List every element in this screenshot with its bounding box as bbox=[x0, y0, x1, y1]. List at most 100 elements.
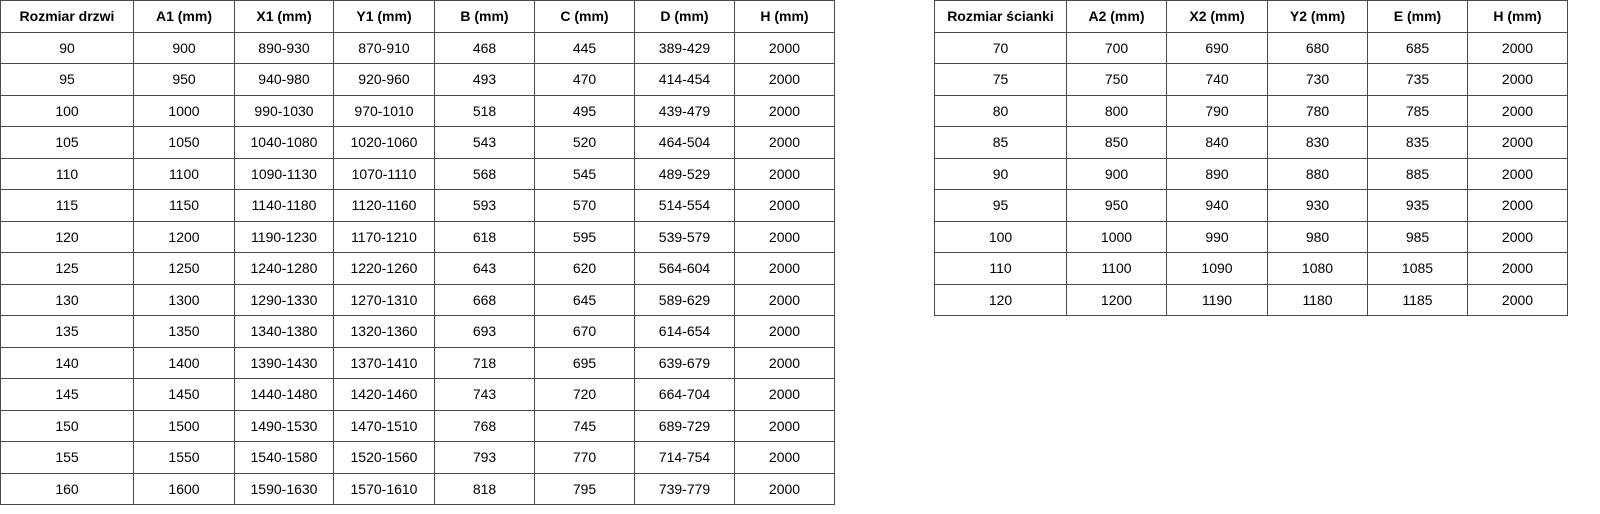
table-cell: 1250 bbox=[133, 252, 235, 285]
table-cell: 2000 bbox=[1467, 283, 1568, 316]
table-cell: 950 bbox=[133, 63, 235, 96]
door-size-table: Rozmiar drzwi A1 (mm) X1 (mm) Y1 (mm) B (mm)… bbox=[0, 0, 835, 505]
table-row: 90 900 890 880 885 2000 bbox=[934, 157, 1568, 190]
table-cell: 105 bbox=[0, 126, 134, 159]
table-cell: 1600 bbox=[133, 472, 235, 505]
table-cell: 689-729 bbox=[634, 409, 735, 442]
table-row: 95 950 940-980 920-960 493 470 414-454 2000 bbox=[0, 63, 835, 96]
table-cell: 643 bbox=[434, 252, 535, 285]
table-cell: 2000 bbox=[734, 409, 835, 442]
table-cell: 1520-1560 bbox=[333, 441, 435, 474]
table-cell: 120 bbox=[0, 220, 134, 253]
table-cell: 1050 bbox=[133, 126, 235, 159]
table-cell: 543 bbox=[434, 126, 535, 159]
column-header: H (mm) bbox=[1467, 0, 1568, 33]
table-row: 75 750 740 730 735 2000 bbox=[934, 63, 1568, 96]
table-cell: 1450 bbox=[133, 378, 235, 411]
table-cell: 1470-1510 bbox=[333, 409, 435, 442]
table-cell: 840 bbox=[1166, 126, 1268, 159]
table-cell: 930 bbox=[1267, 189, 1368, 222]
table-cell: 890 bbox=[1166, 157, 1268, 190]
table-cell: 1190 bbox=[1166, 283, 1268, 316]
table-cell: 70 bbox=[934, 31, 1067, 64]
table-cell: 690 bbox=[1166, 31, 1268, 64]
table-cell: 880 bbox=[1267, 157, 1368, 190]
table-cell: 1590-1630 bbox=[234, 472, 334, 505]
table-cell: 445 bbox=[534, 31, 635, 64]
table-cell: 990-1030 bbox=[234, 94, 334, 127]
table-cell: 85 bbox=[934, 126, 1067, 159]
table-row: 80 800 790 780 785 2000 bbox=[934, 94, 1568, 127]
table-cell: 140 bbox=[0, 346, 134, 379]
table-row: 120 1200 1190-1230 1170-1210 618 595 539-579 20… bbox=[0, 220, 835, 253]
table-cell: 685 bbox=[1367, 31, 1468, 64]
table-cell: 1085 bbox=[1367, 252, 1468, 285]
table-cell: 595 bbox=[534, 220, 635, 253]
table-cell: 639-679 bbox=[634, 346, 735, 379]
table-cell: 1490-1530 bbox=[234, 409, 334, 442]
table-cell: 800 bbox=[1066, 94, 1167, 127]
column-header: A1 (mm) bbox=[133, 0, 235, 33]
table-cell: 900 bbox=[133, 31, 235, 64]
table-cell: 1120-1160 bbox=[333, 189, 435, 222]
table-cell: 614-654 bbox=[634, 315, 735, 348]
table-cell: 664-704 bbox=[634, 378, 735, 411]
table-cell: 2000 bbox=[734, 31, 835, 64]
table-cell: 793 bbox=[434, 441, 535, 474]
table-cell: 2000 bbox=[734, 94, 835, 127]
table-row: 125 1250 1240-1280 1220-1260 643 620 564-604 20… bbox=[0, 252, 835, 285]
table-cell: 1370-1410 bbox=[333, 346, 435, 379]
table-cell: 570 bbox=[534, 189, 635, 222]
table-cell: 2000 bbox=[734, 472, 835, 505]
column-header: E (mm) bbox=[1367, 0, 1468, 33]
table-cell: 2000 bbox=[1467, 189, 1568, 222]
table-cell: 2000 bbox=[734, 441, 835, 474]
table-cell: 1500 bbox=[133, 409, 235, 442]
table-row: 105 1050 1040-1080 1020-1060 543 520 464-504 20… bbox=[0, 126, 835, 159]
table-cell: 970-1010 bbox=[333, 94, 435, 127]
header-row: Rozmiar drzwi A1 (mm) X1 (mm) Y1 (mm) B (mm)… bbox=[0, 0, 835, 33]
table-cell: 1000 bbox=[133, 94, 235, 127]
table-row: 130 1300 1290-1330 1270-1310 668 645 589-629 20… bbox=[0, 283, 835, 316]
table-cell: 2000 bbox=[734, 283, 835, 316]
column-header: A2 (mm) bbox=[1066, 0, 1167, 33]
table-cell: 720 bbox=[534, 378, 635, 411]
table-cell: 714-754 bbox=[634, 441, 735, 474]
table-row: 150 1500 1490-1530 1470-1510 768 745 689-729 20… bbox=[0, 409, 835, 442]
table-cell: 1400 bbox=[133, 346, 235, 379]
column-header: C (mm) bbox=[534, 0, 635, 33]
table-cell: 620 bbox=[534, 252, 635, 285]
column-header: B (mm) bbox=[434, 0, 535, 33]
column-header: Y2 (mm) bbox=[1267, 0, 1368, 33]
table-cell: 489-529 bbox=[634, 157, 735, 190]
table-cell: 130 bbox=[0, 283, 134, 316]
table-cell: 940 bbox=[1166, 189, 1268, 222]
table-row: 100 1000 990-1030 970-1010 518 495 439-479 2000 bbox=[0, 94, 835, 127]
table-cell: 2000 bbox=[734, 220, 835, 253]
table-cell: 1200 bbox=[1066, 283, 1167, 316]
table-cell: 2000 bbox=[734, 346, 835, 379]
table-cell: 100 bbox=[0, 94, 134, 127]
table-row: 85 850 840 830 835 2000 bbox=[934, 126, 1568, 159]
column-header: Rozmiar drzwi bbox=[0, 0, 134, 33]
table-row: 120 1200 1190 1180 1185 2000 bbox=[934, 283, 1568, 316]
table-cell: 1170-1210 bbox=[333, 220, 435, 253]
table-cell: 870-910 bbox=[333, 31, 435, 64]
table-cell: 740 bbox=[1166, 63, 1268, 96]
table-cell: 900 bbox=[1066, 157, 1167, 190]
table-cell: 1100 bbox=[1066, 252, 1167, 285]
table-cell: 125 bbox=[0, 252, 134, 285]
column-header: X2 (mm) bbox=[1166, 0, 1268, 33]
table-cell: 1240-1280 bbox=[234, 252, 334, 285]
table-cell: 1390-1430 bbox=[234, 346, 334, 379]
table-cell: 1020-1060 bbox=[333, 126, 435, 159]
table-cell: 439-479 bbox=[634, 94, 735, 127]
table-cell: 885 bbox=[1367, 157, 1468, 190]
table-cell: 1150 bbox=[133, 189, 235, 222]
table-cell: 2000 bbox=[734, 189, 835, 222]
table-row: 110 1100 1090 1080 1085 2000 bbox=[934, 252, 1568, 285]
table-cell: 700 bbox=[1066, 31, 1167, 64]
table-row: 110 1100 1090-1130 1070-1110 568 545 489-529 20… bbox=[0, 157, 835, 190]
table-row: 155 1550 1540-1580 1520-1560 793 770 714-754 20… bbox=[0, 441, 835, 474]
column-header: H (mm) bbox=[734, 0, 835, 33]
